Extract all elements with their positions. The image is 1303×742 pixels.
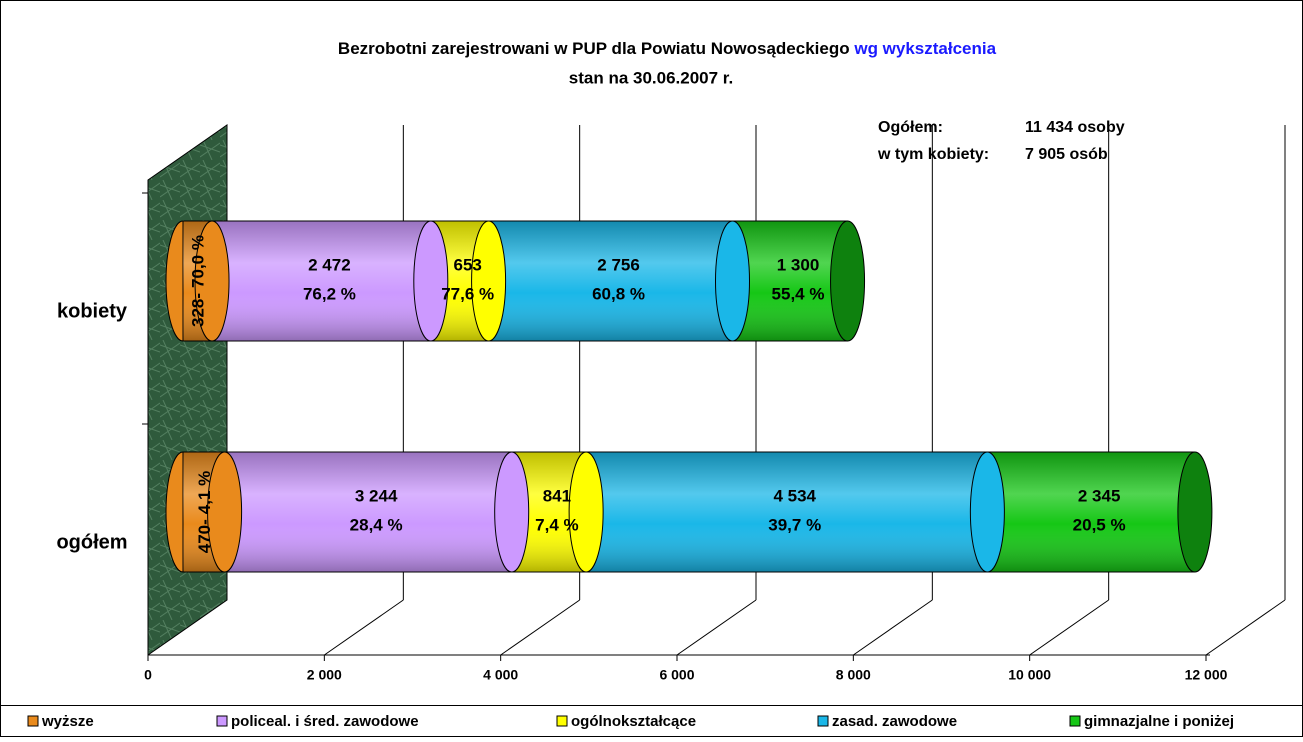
data-label-value: 2 345 [1078, 486, 1121, 505]
grid-line [324, 599, 404, 656]
data-label-value: 2 472 [308, 255, 351, 274]
annotation-value: 11 434 osoby [1025, 119, 1125, 136]
legend-label: ogólnokształcące [571, 713, 696, 730]
bar-shading [987, 452, 1195, 572]
bar-cap [207, 451, 243, 573]
data-label-percent: 28,4 % [350, 515, 403, 534]
title-text: Bezrobotni zarejestrowani w PUP dla Powi… [338, 39, 850, 58]
legend-swatch [1069, 715, 1081, 727]
bar-group [165, 451, 1213, 573]
bar-end [830, 221, 865, 341]
bar-cap [830, 220, 866, 342]
bar-shading [586, 452, 988, 572]
legend-label: zasad. zawodowe [832, 713, 957, 730]
bar-cap [471, 220, 507, 342]
chart-title: Bezrobotni zarejestrowani w PUP dla Powi… [338, 39, 997, 58]
x-tick-label: 10 000 [1008, 667, 1051, 683]
data-label-value: 4 534 [773, 486, 816, 505]
data-label-percent: 60,8 % [592, 284, 645, 303]
x-tick-label: 12 000 [1185, 667, 1228, 683]
data-label-percent: 4,1 % [195, 471, 214, 514]
data-label-value: 2 756 [597, 255, 640, 274]
bar-cap [494, 451, 530, 573]
x-tick-label: 8 000 [836, 667, 871, 683]
x-tick-label: 0 [144, 667, 152, 683]
legend-label: policeal. i śred. zawodowe [231, 713, 419, 730]
data-label-percent: 70,0 % [189, 235, 208, 288]
annotation-label: w tym kobiety: [877, 146, 989, 163]
legend-swatch [817, 715, 829, 727]
data-label-percent: 7,4 % [535, 515, 578, 534]
bar-cap [568, 451, 604, 573]
legend-label: gimnazjalne i poniżej [1084, 713, 1234, 730]
data-label-value: 3 244 [355, 486, 398, 505]
legend-swatch [556, 715, 568, 727]
bar-cap [714, 220, 750, 342]
bar-cap [413, 220, 449, 342]
title-highlight: wg wykształcenia [853, 39, 996, 58]
data-label-percent: 77,6 % [441, 284, 494, 303]
grid-line [1029, 599, 1109, 656]
data-label-value: 1 300 [777, 255, 820, 274]
data-label-percent: 55,4 % [772, 284, 825, 303]
bar-shading [224, 452, 512, 572]
back-wall [147, 124, 228, 656]
grid-line [1205, 599, 1286, 656]
y-tick-label: kobiety [57, 300, 128, 322]
data-label-percent: 76,2 % [303, 284, 356, 303]
bar-shading [212, 221, 431, 341]
annotation-value: 7 905 osób [1025, 146, 1108, 163]
data-label-value: 841 [543, 486, 571, 505]
data-label-value: 328- [189, 293, 208, 327]
legend-label: wyższe [41, 713, 94, 730]
data-label-value: 653 [454, 255, 482, 274]
bar-shading [732, 221, 848, 341]
data-label: 470- 4,1 % [195, 471, 214, 554]
data-label-percent: 39,7 % [768, 515, 821, 534]
x-tick-label: 6 000 [659, 667, 694, 683]
grid-line [853, 599, 933, 656]
bar-cap [194, 220, 230, 342]
chart-subtitle: stan na 30.06.2007 r. [569, 68, 733, 87]
legend-swatch [216, 715, 228, 727]
bar-shading [488, 221, 733, 341]
x-tick-label: 2 000 [307, 667, 342, 683]
grid-line [676, 599, 757, 656]
bar-group [165, 220, 866, 342]
data-label-percent: 20,5 % [1073, 515, 1126, 534]
bar-end [1177, 452, 1212, 572]
bar-cap [969, 451, 1005, 573]
legend-swatch [27, 715, 39, 727]
annotation-label: Ogółem: [878, 119, 943, 136]
y-tick-label: ogółem [56, 531, 127, 553]
bar-cap [1177, 451, 1213, 573]
data-label-value: 470- [195, 519, 214, 553]
x-tick-label: 4 000 [483, 667, 518, 683]
data-label: 328- 70,0 % [189, 235, 208, 327]
grid-line [500, 599, 580, 656]
